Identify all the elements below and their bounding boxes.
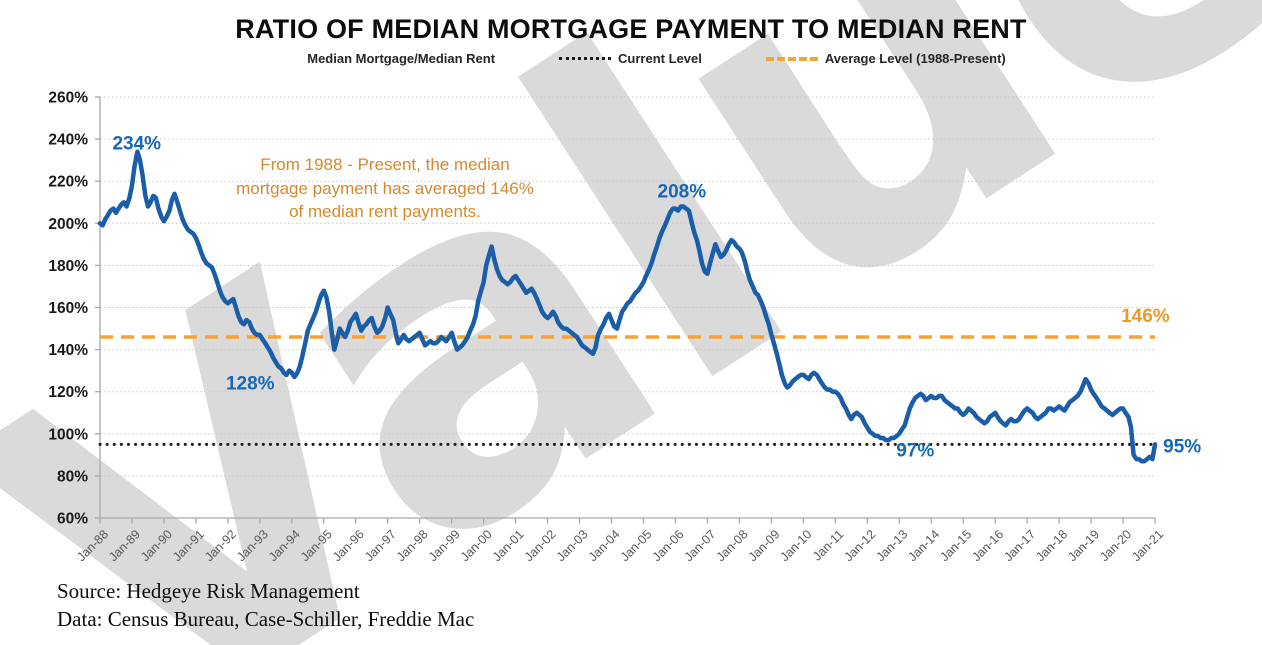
x-tick-label: Jan-13 xyxy=(873,527,910,564)
y-tick-label: 180% xyxy=(48,258,88,275)
x-tick-label: Jan-97 xyxy=(362,527,399,564)
x-tick-label: Jan-96 xyxy=(330,527,367,564)
legend-item-mortgage-rent: Median Mortgage/Median Rent xyxy=(256,51,495,66)
x-tick-label: Jan-04 xyxy=(586,527,623,564)
x-tick-label: Jan-07 xyxy=(682,527,719,564)
x-tick-label: Jan-19 xyxy=(1065,527,1102,564)
y-tick-label: 120% xyxy=(48,384,88,401)
footer: Source: Hedgeye Risk Management Data: Ce… xyxy=(57,577,474,633)
dotted-line-swatch-icon xyxy=(559,57,612,60)
x-tick-label: Jan-16 xyxy=(969,527,1006,564)
y-tick-label: 240% xyxy=(48,132,88,149)
x-tick-label: Jan-00 xyxy=(458,527,495,564)
x-tick-label: Jan-11 xyxy=(810,527,846,563)
callout-line: of median rent payments. xyxy=(289,202,481,221)
x-tick-label: Jan-09 xyxy=(746,527,783,564)
y-tick-label: 260% xyxy=(48,90,88,107)
y-tick-label: 100% xyxy=(48,426,88,443)
x-tick-label: Jan-01 xyxy=(490,527,527,564)
data-label-128: 128% xyxy=(226,373,275,394)
callout-line: mortgage payment has averaged 146% xyxy=(236,178,534,198)
x-tick-label: Jan-06 xyxy=(650,527,687,564)
data-label-234: 234% xyxy=(112,133,161,154)
x-tick-label: Jan-89 xyxy=(106,527,143,564)
page-title: RATIO OF MEDIAN MORTGAGE PAYMENT TO MEDI… xyxy=(235,14,1027,44)
x-tick-label: Jan-90 xyxy=(138,527,175,564)
data-label-208: 208% xyxy=(658,182,707,203)
data-label-97: 97% xyxy=(896,441,934,462)
x-tick-label: Jan-95 xyxy=(298,527,335,564)
x-tick-label: Jan-12 xyxy=(841,527,878,564)
source-line: Source: Hedgeye Risk Management xyxy=(57,579,360,603)
y-tick-label: 200% xyxy=(48,216,88,233)
x-tick-label: Jan-05 xyxy=(618,527,655,564)
x-tick-label: Jan-92 xyxy=(202,527,239,564)
x-tick-label: Jan-02 xyxy=(522,527,559,564)
x-tick-label: Jan-10 xyxy=(778,527,815,564)
x-tick-label: Jan-98 xyxy=(394,527,431,564)
data-label-95: 95% xyxy=(1163,436,1201,457)
legend-item-average-level: Average Level (1988-Present) xyxy=(765,51,1006,66)
y-tick-label: 80% xyxy=(57,468,88,485)
dashed-line-swatch-icon xyxy=(765,56,818,61)
x-tick-label: Jan-08 xyxy=(714,527,751,564)
data-line: Data: Census Bureau, Case-Schiller, Fred… xyxy=(57,607,475,631)
legend-label: Median Mortgage/Median Rent xyxy=(307,51,496,66)
x-tick-label: Jan-15 xyxy=(937,527,974,564)
chart-legend: Median Mortgage/Median Rent Current Leve… xyxy=(0,51,1262,66)
y-tick-label: 220% xyxy=(48,174,88,191)
x-tick-label: Jan-88 xyxy=(74,527,111,564)
average-callout-text: From 1988 - Present, the median mortgage … xyxy=(236,153,534,224)
y-tick-label: 140% xyxy=(48,342,88,359)
x-tick-label: Jan-20 xyxy=(1097,527,1134,564)
x-tick-label: Jan-91 xyxy=(170,527,207,564)
annotations: 234% 128% 208% 97% 95% 146% xyxy=(112,133,1201,461)
x-tick-label: Jan-94 xyxy=(266,527,303,564)
legend-item-current-level: Current Level xyxy=(559,51,702,66)
y-tick-label: 60% xyxy=(57,511,88,528)
y-tick-label: 160% xyxy=(48,300,88,317)
y-axis-labels: 260% 240% 220% 200% 180% 160% 140% 120% 100% 80% 6… xyxy=(48,90,88,528)
legend-label: Current Level xyxy=(618,51,702,66)
x-tick-label: Jan-03 xyxy=(554,527,591,564)
callout-line: From 1988 - Present, the median xyxy=(260,155,510,174)
x-tick-label: Jan-93 xyxy=(234,527,271,564)
mortgage-rent-series-line xyxy=(97,149,1158,464)
x-tick-label: Jan-99 xyxy=(426,527,463,564)
solid-line-swatch-icon xyxy=(256,56,300,61)
x-tick-label: Jan-14 xyxy=(905,527,942,564)
x-tick-label: Jan-21 xyxy=(1129,527,1166,564)
data-label-146: 146% xyxy=(1121,306,1170,327)
x-axis-labels: Jan-88Jan-89Jan-90Jan-91Jan-92Jan-93Jan-… xyxy=(74,518,1166,564)
x-tick-label: Jan-18 xyxy=(1033,527,1070,564)
gridlines xyxy=(95,96,1155,519)
legend-label: Average Level (1988-Present) xyxy=(824,51,1006,66)
x-tick-label: Jan-17 xyxy=(1001,527,1038,564)
